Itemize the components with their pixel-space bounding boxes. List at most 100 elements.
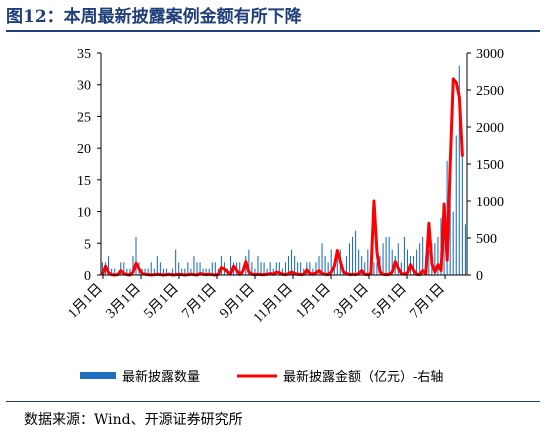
bar (348, 243, 351, 275)
bar (266, 268, 268, 275)
bar (321, 243, 323, 275)
left-tick-label: 10 (77, 206, 91, 221)
bar (251, 262, 253, 275)
bar (144, 268, 146, 275)
source-note: 数据来源：Wind、开源证券研究所 (24, 412, 243, 428)
bar (175, 249, 177, 275)
bar (254, 268, 256, 275)
bar (455, 135, 457, 275)
bar (400, 262, 402, 275)
bar (318, 255, 320, 275)
bar (461, 148, 463, 275)
bar (263, 262, 265, 275)
bar (269, 262, 271, 275)
bar (309, 262, 311, 275)
bar (260, 262, 262, 275)
legend-bar-label: 最新披露数量 (122, 369, 200, 385)
bar (434, 243, 436, 275)
bar (419, 243, 421, 275)
line-series (101, 77, 464, 277)
bar (275, 262, 277, 275)
bar (294, 255, 296, 275)
axes: 0 5 10 15 20 25 30 35 0 500 1000 1500 2000 2500 3000 1月… (65, 47, 504, 326)
bar (312, 268, 314, 275)
right-tick-label: 0 (476, 269, 483, 284)
bar (385, 236, 387, 275)
bar (406, 249, 408, 275)
bar (147, 268, 149, 275)
bar (230, 255, 232, 275)
x-tick-label: 7月1日 (179, 281, 220, 322)
bar (272, 268, 274, 275)
bar (388, 236, 390, 275)
bar (132, 255, 134, 275)
bar (211, 262, 213, 275)
bar (355, 230, 357, 275)
bar (220, 255, 222, 275)
bar (373, 262, 375, 275)
bar (172, 268, 174, 275)
bar (336, 255, 338, 275)
bar (162, 268, 164, 275)
bar (345, 255, 347, 275)
bar (464, 224, 466, 275)
bar (413, 255, 415, 275)
bar (239, 262, 241, 275)
x-tick-label: 7月1日 (407, 281, 448, 322)
bar (300, 262, 302, 275)
bar (156, 255, 158, 275)
bar (159, 262, 161, 275)
bar (150, 262, 152, 275)
bar (120, 262, 122, 275)
x-tick-label: 3月1日 (331, 281, 372, 322)
bar (422, 236, 424, 275)
right-tick-label: 3000 (476, 47, 504, 62)
bar (248, 249, 250, 275)
bar (257, 255, 259, 275)
bar (208, 268, 210, 275)
bar (184, 268, 186, 275)
legend-bar-swatch (80, 372, 116, 379)
bar (324, 255, 326, 275)
bar (196, 262, 198, 275)
bar (376, 262, 378, 275)
bar (437, 236, 439, 275)
bar (193, 255, 195, 275)
bar (199, 262, 201, 275)
right-tick-label: 1500 (476, 158, 504, 173)
bar (278, 262, 280, 275)
bar (327, 262, 329, 275)
bar (367, 249, 369, 275)
bar (315, 262, 317, 275)
figure-title: 图12：本周最新披露案例金额有所下降 (6, 7, 302, 27)
right-tick-label: 1000 (476, 195, 504, 210)
bar (187, 262, 189, 275)
bar (108, 255, 110, 275)
left-tick-label: 20 (77, 142, 91, 157)
bar (135, 236, 137, 275)
left-tick-label: 15 (77, 174, 91, 189)
x-tick-label: 3月1日 (103, 281, 144, 322)
bar (111, 268, 113, 275)
bar (416, 249, 418, 275)
bar (361, 255, 363, 275)
bar (101, 262, 103, 275)
bar (452, 211, 454, 275)
left-tick-label: 30 (77, 79, 91, 94)
left-tick-label: 0 (84, 269, 91, 284)
bar (330, 249, 332, 275)
title-underline (6, 30, 540, 32)
x-tick-label: 1月1日 (65, 281, 106, 322)
bar (291, 249, 293, 275)
bar (364, 262, 366, 275)
bar (153, 268, 155, 275)
bar (397, 243, 399, 275)
right-tick-label: 500 (476, 232, 497, 247)
bar (449, 186, 451, 275)
x-tick-label: 1月1日 (293, 281, 334, 322)
bar (178, 262, 180, 275)
bar (181, 268, 183, 275)
bar (165, 268, 168, 275)
bar (129, 268, 131, 275)
